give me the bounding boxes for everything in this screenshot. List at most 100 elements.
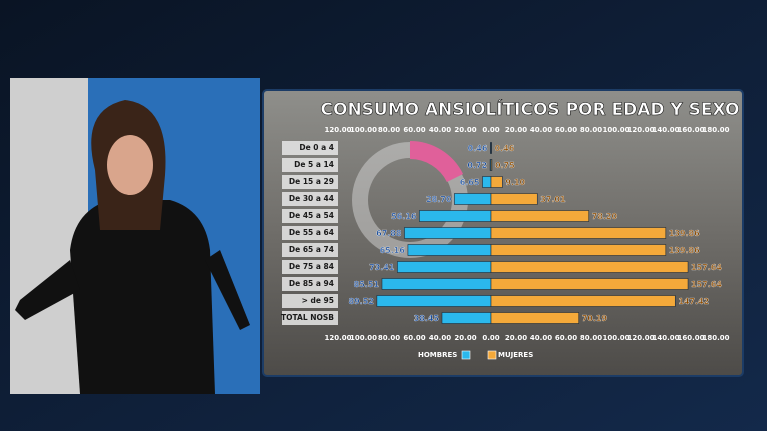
chart-title: CONSUMO ANSIOLÍTICOS POR EDAD Y SEXO (321, 98, 740, 120)
decor-ring-pink (409, 140, 464, 183)
value-label: 70.19 (582, 314, 608, 323)
bar (490, 210, 590, 222)
x-tick-label: 100.00 (350, 126, 377, 134)
x-tick-label: 140.00 (652, 334, 679, 342)
x-tick-label: 100.00 (602, 126, 629, 134)
x-tick-label: 60.00 (403, 334, 425, 342)
category-label: De 75 a 84 (289, 262, 334, 271)
value-label: 78.20 (592, 212, 618, 221)
value-label: 9.10 (505, 178, 525, 187)
category-label: De 55 a 64 (289, 228, 334, 237)
x-tick-label: 40.00 (530, 334, 552, 342)
x-tick-label: 80.00 (378, 126, 400, 134)
x-tick-label: 60.00 (403, 126, 425, 134)
legend-swatch (487, 350, 497, 360)
category-label: De 30 a 44 (289, 194, 334, 203)
category-box (282, 209, 338, 223)
bar (454, 193, 492, 205)
value-label: 65.16 (380, 246, 406, 255)
value-label: 67.88 (376, 229, 402, 238)
value-label: 37.01 (540, 195, 566, 204)
category-box (282, 294, 338, 308)
value-label: 28.70 (426, 195, 452, 204)
value-label: 0.46 (495, 144, 515, 153)
value-label: 89.52 (349, 297, 374, 306)
value-label: 73.41 (369, 263, 395, 272)
value-label: 0.72 (467, 161, 487, 170)
value-label: 139.86 (669, 229, 700, 238)
category-box (282, 243, 338, 257)
x-tick-label: 80.00 (378, 334, 400, 342)
category-box (282, 192, 338, 206)
bar (490, 227, 667, 239)
legend-label: MUJERES (498, 351, 533, 359)
x-tick-label: 120.00 (627, 334, 654, 342)
bar (490, 278, 689, 290)
bar (441, 312, 492, 324)
category-box (282, 311, 338, 325)
x-tick-label: 140.00 (652, 126, 679, 134)
x-tick-label: 60.00 (555, 126, 577, 134)
value-label: 56.16 (391, 212, 417, 221)
category-label: De 45 a 54 (289, 211, 334, 220)
bar (404, 227, 492, 239)
value-label: 38.45 (414, 314, 440, 323)
category-label: > de 95 (302, 296, 334, 305)
x-tick-label: 120.00 (324, 334, 351, 342)
bar (490, 176, 503, 188)
value-label: 0.75 (495, 161, 515, 170)
category-box (282, 175, 338, 189)
presenter (15, 100, 250, 394)
x-tick-label: 180.00 (702, 126, 729, 134)
category-label: De 85 a 94 (289, 279, 334, 288)
category-label: De 15 a 29 (289, 177, 334, 186)
bar (376, 295, 492, 307)
bar (490, 295, 676, 307)
x-tick-label: 100.00 (602, 334, 629, 342)
x-tick-label: 40.00 (530, 126, 552, 134)
x-tick-label: 20.00 (454, 126, 476, 134)
legend-swatch (461, 350, 471, 360)
x-tick-label: 20.00 (505, 126, 527, 134)
value-label: 157.64 (691, 280, 722, 289)
bar (490, 261, 689, 273)
category-label: De 0 a 4 (299, 143, 334, 152)
bar (490, 142, 492, 154)
category-box (282, 158, 338, 172)
x-tick-label: 60.00 (555, 334, 577, 342)
category-box (282, 277, 338, 291)
x-tick-label: 0.00 (482, 126, 499, 134)
legend-label: HOMBRES (418, 351, 457, 359)
x-tick-label: 180.00 (702, 334, 729, 342)
bar (397, 261, 492, 273)
x-tick-label: 0.00 (482, 334, 499, 342)
bar (381, 278, 492, 290)
x-tick-label: 160.00 (677, 334, 704, 342)
x-tick-label: 40.00 (429, 126, 451, 134)
bar (490, 159, 493, 171)
x-tick-label: 40.00 (429, 334, 451, 342)
value-label: 139.86 (669, 246, 700, 255)
category-label: De 5 a 14 (294, 160, 334, 169)
value-label: 147.42 (678, 297, 709, 306)
value-label: 0.46 (468, 144, 488, 153)
x-tick-label: 80.00 (580, 126, 602, 134)
x-tick-label: 120.00 (627, 126, 654, 134)
x-tick-label: 100.00 (350, 334, 377, 342)
x-tick-label: 160.00 (677, 126, 704, 134)
category-label: De 65 a 74 (289, 245, 334, 254)
value-label: 157.64 (691, 263, 722, 272)
bar (407, 244, 492, 256)
bar (482, 176, 492, 188)
value-label: 6.65 (460, 178, 480, 187)
x-tick-label: 120.00 (324, 126, 351, 134)
category-box (282, 226, 338, 240)
x-tick-label: 20.00 (505, 334, 527, 342)
category-label: TOTAL NOSB (281, 313, 334, 322)
x-tick-label: 80.00 (580, 334, 602, 342)
category-box (282, 260, 338, 274)
bar (490, 193, 538, 205)
bar (419, 210, 492, 222)
